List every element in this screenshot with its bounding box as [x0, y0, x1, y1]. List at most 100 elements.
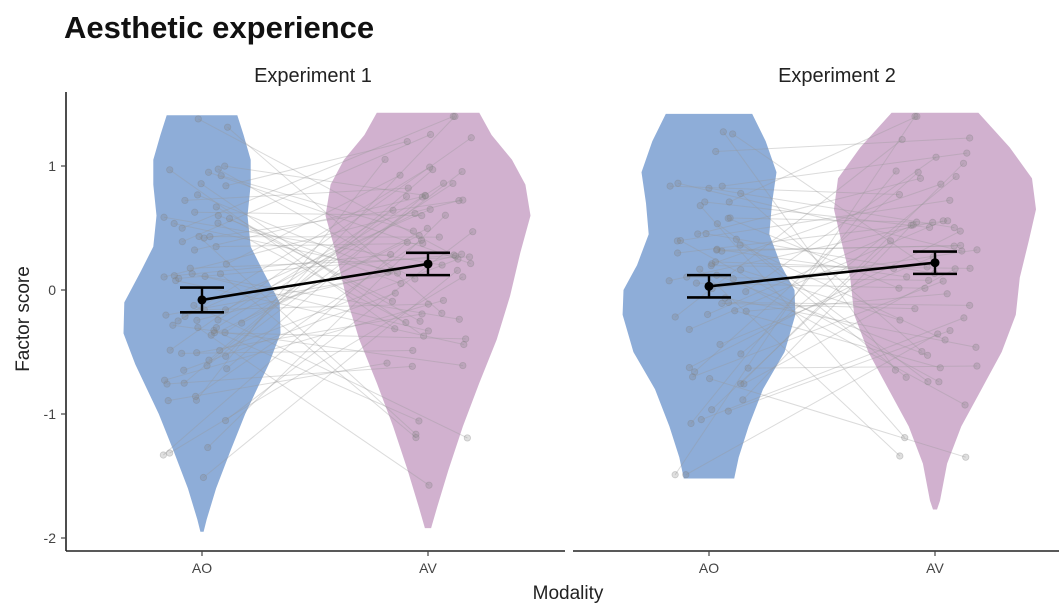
- data-point-AO: [713, 246, 721, 254]
- pair-line: [196, 159, 386, 401]
- data-point-AV: [944, 217, 952, 225]
- data-point-AO: [673, 249, 682, 257]
- data-point-AV: [455, 197, 463, 205]
- panel-2: Experiment 2 AO AV: [573, 65, 1059, 576]
- pair-line: [717, 223, 929, 383]
- data-point-AO: [673, 237, 682, 245]
- data-point-AV: [465, 253, 474, 261]
- data-point-AO: [713, 220, 721, 228]
- data-point-AO: [166, 449, 174, 457]
- pair-line: [736, 238, 907, 378]
- data-point-AV: [419, 239, 427, 247]
- data-point-AO: [163, 380, 171, 388]
- pair-line: [739, 244, 946, 341]
- data-point-AV: [960, 314, 968, 322]
- pair-line: [711, 240, 891, 411]
- data-point-AO: [737, 266, 745, 274]
- data-point-AV: [408, 362, 416, 370]
- data-point-AV: [932, 153, 940, 161]
- data-point-AO: [186, 264, 194, 272]
- data-point-AV: [896, 452, 904, 460]
- data-point-AO: [175, 274, 183, 282]
- pair-line: [184, 208, 431, 317]
- data-point-AV: [411, 275, 419, 283]
- data-point-AO: [740, 380, 748, 388]
- pair-line: [241, 227, 428, 324]
- pair-line: [711, 183, 942, 265]
- data-point-AV: [951, 265, 959, 273]
- pair-line: [709, 378, 966, 458]
- data-point-AV: [950, 224, 958, 232]
- data-point-AO: [204, 168, 213, 176]
- pair-line: [183, 196, 407, 384]
- data-point-AV: [973, 362, 981, 370]
- pair-line: [707, 224, 914, 315]
- pair-line: [216, 242, 423, 248]
- data-point-AO: [214, 219, 222, 227]
- pair-line: [163, 200, 460, 278]
- pair-line: [225, 141, 408, 187]
- data-point-AV: [412, 430, 420, 438]
- data-point-AO: [207, 331, 215, 339]
- data-point-AV: [462, 335, 470, 343]
- pair-line: [670, 185, 900, 196]
- pair-line: [217, 209, 394, 321]
- data-point-AV: [916, 174, 925, 182]
- pair-line: [724, 297, 977, 348]
- data-point-AO: [193, 349, 201, 357]
- pair-line: [198, 236, 417, 435]
- data-point-AV: [923, 351, 932, 359]
- data-point-AO: [197, 180, 205, 188]
- data-point-AO: [724, 214, 732, 222]
- data-point-AO: [685, 364, 693, 372]
- y-tick-label: 1: [48, 158, 56, 174]
- pair-line: [728, 330, 951, 412]
- pair-line: [677, 182, 962, 252]
- pair-line: [204, 303, 429, 311]
- data-point-AV: [391, 289, 399, 297]
- data-point-AO: [724, 407, 732, 415]
- pair-lines: [163, 115, 474, 486]
- data-point-AO: [205, 356, 213, 364]
- pair-line: [192, 273, 429, 332]
- pair-line: [734, 310, 941, 369]
- data-point-AV: [381, 155, 389, 164]
- data-point-AV: [895, 190, 904, 199]
- data-point-AO: [223, 365, 231, 373]
- pair-line: [210, 234, 420, 336]
- data-point-AV: [943, 290, 951, 298]
- data-point-AV: [426, 163, 434, 171]
- pair-line: [746, 293, 948, 312]
- pair-line: [197, 194, 389, 273]
- pair-line: [194, 195, 426, 251]
- pair-line: [229, 218, 393, 302]
- pair-line: [169, 137, 472, 351]
- pair-line: [193, 305, 468, 439]
- data-point-AV: [460, 340, 468, 349]
- data-point-AV: [459, 361, 467, 370]
- chart-title: Aesthetic experience: [64, 10, 374, 45]
- data-point-AV: [420, 332, 428, 340]
- data-point-AV: [962, 453, 970, 461]
- pair-line: [220, 273, 417, 438]
- data-point-AV: [425, 481, 433, 489]
- pair-line: [224, 165, 426, 196]
- data-point-AO: [180, 366, 188, 374]
- data-point-AV: [936, 364, 944, 372]
- data-point-AV: [396, 171, 404, 179]
- pair-line: [184, 187, 409, 201]
- pair-line: [742, 225, 912, 401]
- data-point-AO: [178, 224, 186, 232]
- data-point-AV: [426, 130, 435, 139]
- pair-line: [164, 299, 444, 381]
- data-point-AO: [193, 191, 202, 199]
- data-point-AO: [702, 230, 710, 238]
- mean-point-AV: [930, 258, 940, 268]
- data-point-AV: [463, 434, 471, 442]
- pair-line: [699, 205, 906, 438]
- data-point-AV: [412, 433, 420, 442]
- pair-line: [728, 217, 900, 289]
- data-point-AV: [415, 231, 423, 240]
- mean-line: [708, 261, 936, 288]
- data-point-AV: [402, 192, 411, 201]
